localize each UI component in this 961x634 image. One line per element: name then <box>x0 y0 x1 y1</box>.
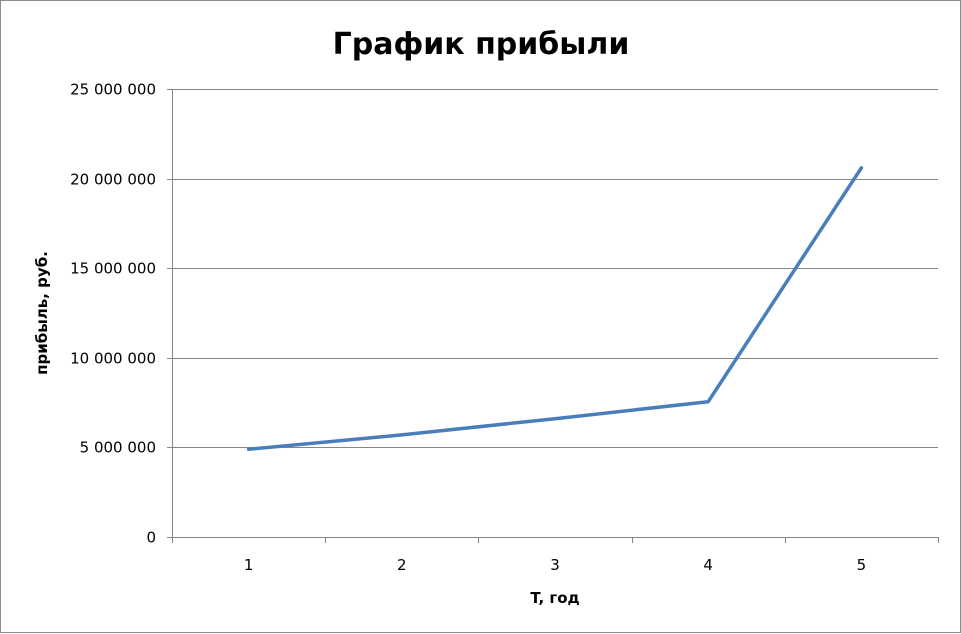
y-tick-label: 25 000 000 <box>70 81 156 99</box>
y-tick-label: 5 000 000 <box>80 439 156 457</box>
y-tick-label: 10 000 000 <box>70 350 156 368</box>
axes <box>167 89 939 543</box>
y-tick-label: 20 000 000 <box>70 171 156 189</box>
x-tick-label: 5 <box>857 556 867 574</box>
x-tick-labels: 1 2 3 4 5 <box>244 556 866 574</box>
y-axis-label: прибыль, руб. <box>33 251 51 375</box>
x-tick-label: 4 <box>703 556 713 574</box>
x-tick-label: 2 <box>397 556 407 574</box>
x-axis-label: T, год <box>530 589 579 607</box>
series-line <box>246 166 864 451</box>
y-tick-label: 0 <box>146 529 156 547</box>
gridlines <box>172 89 938 448</box>
x-tick-label: 3 <box>550 556 560 574</box>
x-tick-label: 1 <box>244 556 254 574</box>
y-tick-labels: 0 5 000 000 10 000 000 15 000 000 20 000 000… <box>70 81 156 547</box>
series <box>246 166 864 451</box>
chart-title: График прибыли <box>333 27 630 62</box>
y-tick-label: 15 000 000 <box>70 260 156 278</box>
